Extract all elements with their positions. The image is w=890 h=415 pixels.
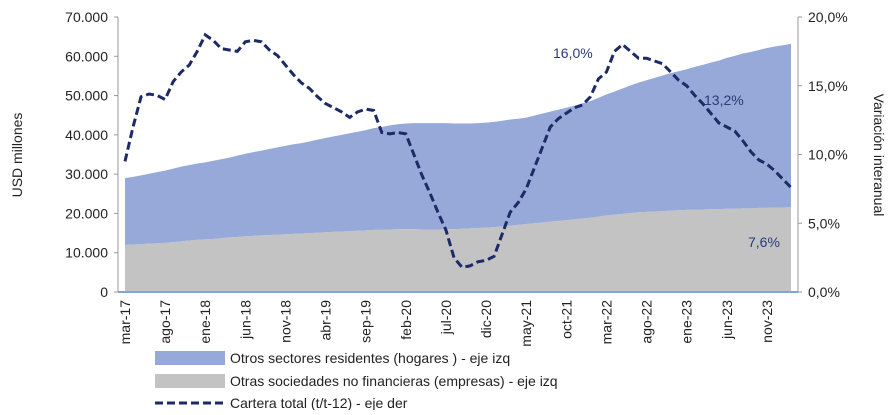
x-tick-label: ago-17	[157, 300, 173, 344]
y2-tick-label: 15,0%	[808, 78, 848, 94]
annotation: 13,2%	[704, 92, 744, 108]
annotation: 16,0%	[553, 45, 593, 61]
annotation: 7,6%	[748, 234, 780, 250]
x-tick-label: jul-20	[438, 300, 454, 335]
y2-tick-label: 5,0%	[808, 215, 840, 231]
y-tick-label: 50.000	[65, 88, 108, 104]
legend-label: Otros sectores residentes (hogares ) - e…	[230, 350, 510, 366]
x-tick-label: nov-23	[759, 300, 775, 343]
y-tick-label: 0	[100, 284, 108, 300]
plot: 0 10.000 20.000 30.000 40.000 50.000 60.000 70.…	[65, 9, 848, 411]
y-tick-label: 40.000	[65, 127, 108, 143]
area	[125, 207, 791, 292]
x-tick-label: mar-22	[598, 300, 614, 345]
y-tick-label: 10.000	[65, 245, 108, 261]
y-tick-label: 30.000	[65, 166, 108, 182]
x-tick-label: ago-22	[639, 300, 655, 344]
y2-axis-title: Variación interanual	[871, 94, 887, 217]
x-tick-label: may-21	[518, 300, 534, 347]
y2-tick-label: 10,0%	[808, 147, 848, 163]
x-tick-label: ene-23	[679, 300, 695, 344]
x-tick-label: abr-19	[318, 300, 334, 341]
x-tick-label: ene-18	[197, 300, 213, 344]
y-tick-label: 70.000	[65, 9, 108, 25]
legend-label: Otras sociedades no financieras (empresa…	[230, 373, 558, 389]
y-tick-label: 60.000	[65, 48, 108, 64]
x-tick-label: mar-17	[117, 300, 133, 345]
x-tick-label: feb-20	[398, 300, 414, 340]
area	[125, 43, 791, 245]
x-tick-label: jun-18	[237, 300, 253, 340]
y2-tick-label: 20,0%	[808, 9, 848, 25]
x-tick-label: dic-20	[478, 300, 494, 338]
x-tick-label: jun-23	[719, 300, 735, 340]
line	[123, 32, 793, 269]
legend-label: Cartera total (t/t-12) - eje der	[230, 395, 408, 410]
y-axis-title: USD millones	[9, 113, 25, 198]
y2-tick-label: 0,0%	[808, 284, 840, 300]
legend-swatch	[155, 374, 225, 388]
x-tick-label: sep-19	[358, 300, 374, 343]
y-tick-label: 20.000	[65, 205, 108, 221]
x-tick-label: oct-21	[558, 300, 574, 339]
x-tick-label: nov-18	[277, 300, 293, 343]
legend-swatch	[155, 351, 225, 365]
